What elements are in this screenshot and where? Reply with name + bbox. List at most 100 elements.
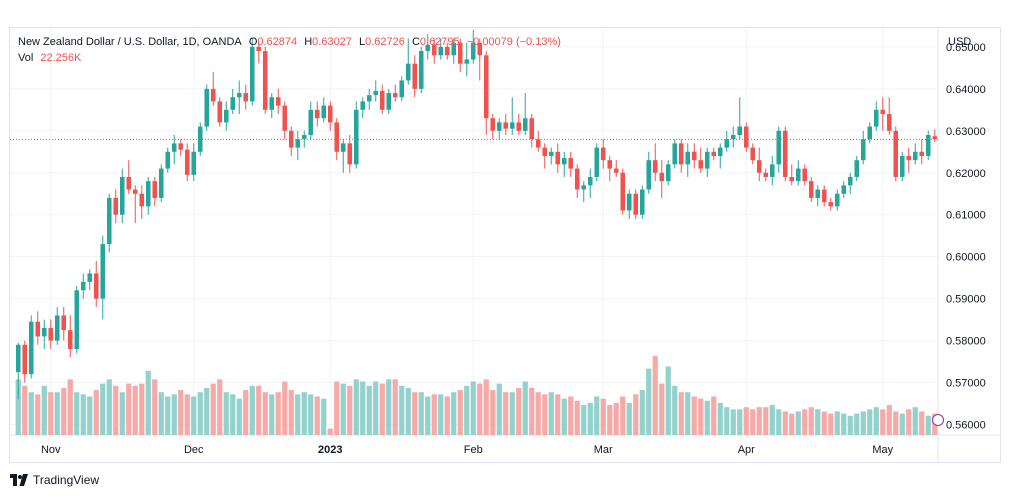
candle (399, 76, 405, 102)
volume-bar (100, 383, 106, 435)
volume-bar (54, 392, 60, 435)
volume-bar (652, 355, 658, 435)
candle (737, 97, 743, 140)
candle-body (496, 122, 502, 131)
volume-bar (724, 407, 730, 435)
candle-body (932, 136, 938, 140)
volume-bar (880, 409, 886, 435)
candle (561, 151, 567, 177)
time-tick-label: Apr (738, 444, 755, 456)
candle (275, 88, 281, 115)
candle-body (93, 273, 99, 299)
legend-volume: Vol 22.256K (18, 52, 81, 64)
legend-vol-label[interactable]: Vol (18, 52, 34, 64)
volume-bar (581, 405, 587, 435)
volume-bar (236, 398, 242, 435)
candlestick-chart[interactable]: 0.65000 0.64000 0.63000 0.62000 0.61000 0.600… (10, 28, 1000, 462)
volume-bar (912, 407, 918, 435)
candle (184, 143, 190, 182)
candle (704, 147, 710, 177)
volume-bar (327, 428, 333, 435)
volume-bar (340, 383, 346, 435)
currency-label[interactable]: USD (948, 36, 972, 48)
volume-bar (217, 379, 223, 435)
volume-bar (704, 400, 710, 435)
candle (379, 84, 385, 115)
candle-body (880, 109, 886, 115)
candle-body (587, 176, 593, 186)
tradingview-logo[interactable]: TradingView (10, 473, 99, 487)
candle (899, 151, 905, 182)
time-axis[interactable]: Nov Dec 2023 Feb Mar Apr May (41, 444, 894, 456)
legend-change: −0.00079 (−0.13%) (466, 36, 561, 48)
candle (620, 168, 626, 215)
volume-bar (847, 415, 853, 435)
volume-bar (405, 387, 411, 435)
legend-open-value: 0.62874 (257, 36, 298, 48)
chart-panel[interactable]: 0.65000 0.64000 0.63000 0.62000 0.61000 0.600… (9, 27, 1001, 463)
candle-body (418, 51, 424, 89)
volume-bar (119, 392, 125, 435)
candle-body (665, 164, 671, 182)
volume-bar (906, 409, 912, 435)
candle (457, 38, 463, 73)
price-axis[interactable]: 0.65000 0.64000 0.63000 0.62000 0.61000 0.600… (946, 42, 986, 432)
candle (932, 129, 938, 143)
legend-symbol[interactable]: New Zealand Dollar / U.S. Dollar, 1D, OA… (18, 36, 242, 48)
candle-body (74, 290, 80, 349)
volume-bar (899, 413, 905, 435)
candle-body (542, 147, 548, 156)
candle-body (828, 202, 834, 207)
price-tick-label: 0.64000 (946, 84, 986, 96)
candle (763, 168, 769, 182)
candle-body (340, 143, 346, 152)
candle-body (815, 189, 821, 198)
volume-bar (795, 411, 801, 435)
candle (821, 185, 827, 207)
candle (308, 101, 314, 140)
candle-body (672, 143, 678, 165)
candle-body (854, 160, 860, 177)
candle-body (360, 101, 366, 110)
volume-bar (61, 387, 67, 435)
candle-body (516, 122, 522, 131)
candle (808, 176, 814, 203)
candle-body (243, 93, 249, 102)
candle (854, 155, 860, 182)
candle (574, 164, 580, 198)
volume-bar (28, 392, 34, 435)
alert-marker-icon[interactable] (932, 414, 944, 426)
candle (470, 30, 476, 64)
legend-vol-value: 22.256K (40, 52, 82, 64)
candle (776, 126, 782, 173)
candle-body (893, 130, 899, 177)
candle-body (470, 42, 476, 60)
candle-body (555, 151, 561, 165)
candle (568, 151, 574, 177)
candle-body (776, 130, 782, 165)
candle (730, 126, 736, 148)
candle (782, 126, 788, 182)
candle-body (724, 139, 730, 148)
legend-low-label: L (358, 36, 366, 48)
volume-bar (730, 409, 736, 435)
candle-body (61, 315, 67, 331)
candle (28, 315, 34, 379)
candle-body (405, 63, 411, 81)
candle (334, 118, 340, 161)
candle-body (321, 105, 327, 119)
volume-bar (769, 405, 775, 435)
candle (93, 260, 99, 308)
candle-body (327, 105, 333, 123)
candle (171, 134, 177, 165)
candle-body (691, 151, 697, 161)
candle (509, 97, 515, 135)
candle-body (197, 126, 203, 152)
candle-body (106, 197, 112, 245)
candle-body (613, 168, 619, 173)
volume-bar (334, 381, 340, 435)
candle (262, 46, 268, 115)
candle (412, 55, 418, 98)
volume-bar (392, 379, 398, 435)
volume-bar (737, 409, 743, 435)
